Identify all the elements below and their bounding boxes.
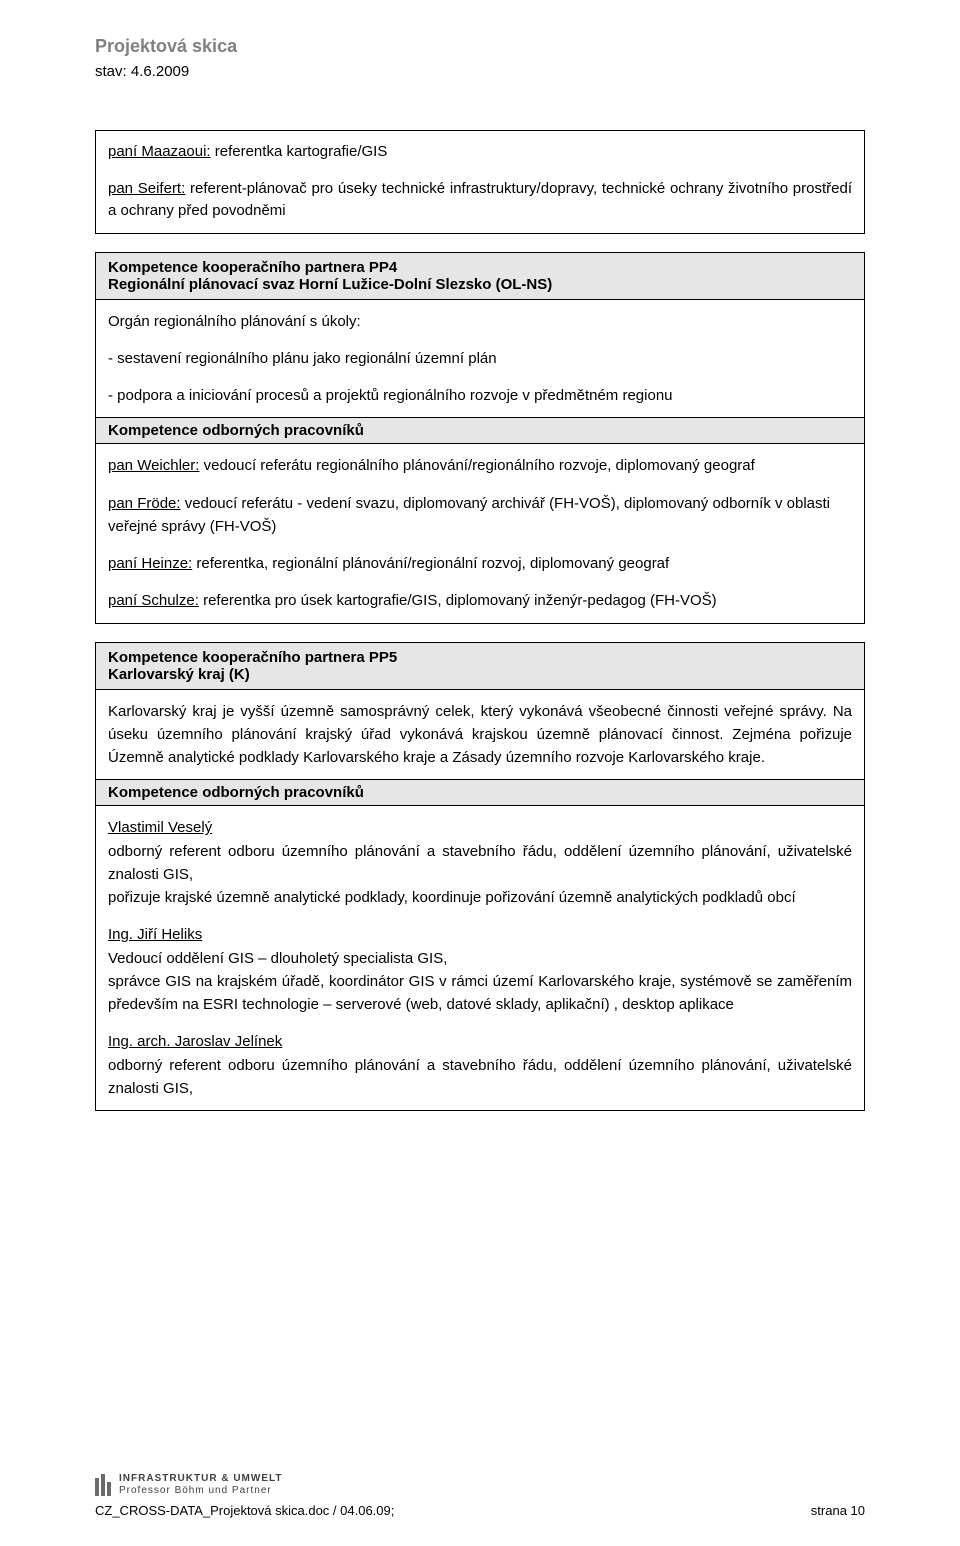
pp4-tasks: Orgán regionálního plánování s úkoly: - … [96,300,864,418]
footer-bottom: CZ_CROSS-DATA_Projektová skica.doc / 04.… [95,1503,865,1518]
ref-name: paní Maazaoui: [108,143,211,160]
person-name: Ing. Jiří Heliks [108,926,202,943]
person-line: správce GIS na krajském úřadě, koordinát… [108,973,852,1013]
pp5-vesely: Vlastimil Veselý odborný referent odboru… [108,816,852,909]
pp5-title-2: Karlovarský kraj (K) [108,666,852,683]
ref-seifert: pan Seifert: referent-plánovač pro úseky… [108,178,852,223]
ref-name: pan Seifert: [108,180,185,197]
logo-text: INFRASTRUKTUR & UMWELT Professor Böhm un… [119,1473,282,1497]
pp4-weichler: pan Weichler: vedoucí referátu regionáln… [108,454,852,477]
pp4-title-1: Kompetence kooperačního partnera PP4 [108,259,852,276]
person-line: odborný referent odboru územního plánová… [108,843,852,883]
page-footer: INFRASTRUKTUR & UMWELT Professor Böhm un… [95,1473,865,1518]
pp4-heinze: paní Heinze: referentka, regionální plán… [108,552,852,575]
ref-desc: referentka kartografie/GIS [211,143,388,160]
pp5-para: Karlovarský kraj je vyšší územně samospr… [108,700,852,770]
pp5-jelinek: Ing. arch. Jaroslav Jelínek odborný refe… [108,1030,852,1100]
pp4-frode: pan Fröde: vedoucí referátu - vedení sva… [108,492,852,539]
pp4-mid-header: Kompetence odborných pracovníků [96,417,864,444]
pp4-schulze: paní Schulze: referentka pro úsek kartog… [108,589,852,612]
block-referents: paní Maazaoui: referentka kartografie/GI… [95,130,865,234]
person-desc: referentka pro úsek kartografie/GIS, dip… [199,592,717,609]
page-number: strana 10 [811,1503,865,1518]
pp4-bullet-1: - sestavení regionálního plánu jako regi… [108,347,852,370]
ref-maazaoui: paní Maazaoui: referentka kartografie/GI… [108,141,852,164]
logo-bars-icon [95,1474,111,1496]
person-line: Vedoucí oddělení GIS – dlouholetý specia… [108,950,447,967]
pp4-title-2: Regionální plánovací svaz Horní Lužice-D… [108,276,852,293]
person-name: paní Heinze: [108,555,192,572]
page-container: Projektová skica stav: 4.6.2009 paní Maa… [0,0,960,1546]
pp5-heliks: Ing. Jiří Heliks Vedoucí oddělení GIS – … [108,923,852,1016]
footer-logo: INFRASTRUKTUR & UMWELT Professor Böhm un… [95,1473,865,1497]
person-name: pan Weichler: [108,457,199,474]
doc-ref: CZ_CROSS-DATA_Projektová skica.doc / 04.… [95,1503,394,1518]
pp4-header: Kompetence kooperačního partnera PP4 Reg… [96,253,864,300]
person-line: pořizuje krajské územně analytické podkl… [108,889,796,906]
person-desc: vedoucí referátu - vedení svazu, diplomo… [108,495,830,535]
block-pp4: Kompetence kooperačního partnera PP4 Reg… [95,252,865,624]
person-name: pan Fröde: [108,495,181,512]
person-name: Vlastimil Veselý [108,819,212,836]
person-line: odborný referent odboru územního plánová… [108,1057,852,1097]
person-name: Ing. arch. Jaroslav Jelínek [108,1033,282,1050]
doc-title: Projektová skica [95,36,865,57]
person-name: paní Schulze: [108,592,199,609]
logo-line-2: Professor Böhm und Partner [119,1485,282,1497]
pp5-desc: Karlovarský kraj je vyšší územně samospr… [96,690,864,780]
pp5-header: Kompetence kooperačního partnera PP5 Kar… [96,643,864,690]
person-desc: vedoucí referátu regionálního plánování/… [199,457,754,474]
person-desc: referentka, regionální plánování/regioná… [192,555,669,572]
doc-status: stav: 4.6.2009 [95,63,865,80]
pp5-mid-header: Kompetence odborných pracovníků [96,779,864,806]
pp5-people: Vlastimil Veselý odborný referent odboru… [96,806,864,1110]
logo-line-1: INFRASTRUKTUR & UMWELT [119,1473,282,1485]
block-pp5: Kompetence kooperačního partnera PP5 Kar… [95,642,865,1112]
pp4-people: pan Weichler: vedoucí referátu regionáln… [96,444,864,622]
pp5-title-1: Kompetence kooperačního partnera PP5 [108,649,852,666]
ref-desc: referent-plánovač pro úseky technické in… [108,180,852,220]
pp4-bullet-2: - podpora a iniciování procesů a projekt… [108,384,852,407]
pp4-intro: Orgán regionálního plánování s úkoly: [108,310,852,333]
